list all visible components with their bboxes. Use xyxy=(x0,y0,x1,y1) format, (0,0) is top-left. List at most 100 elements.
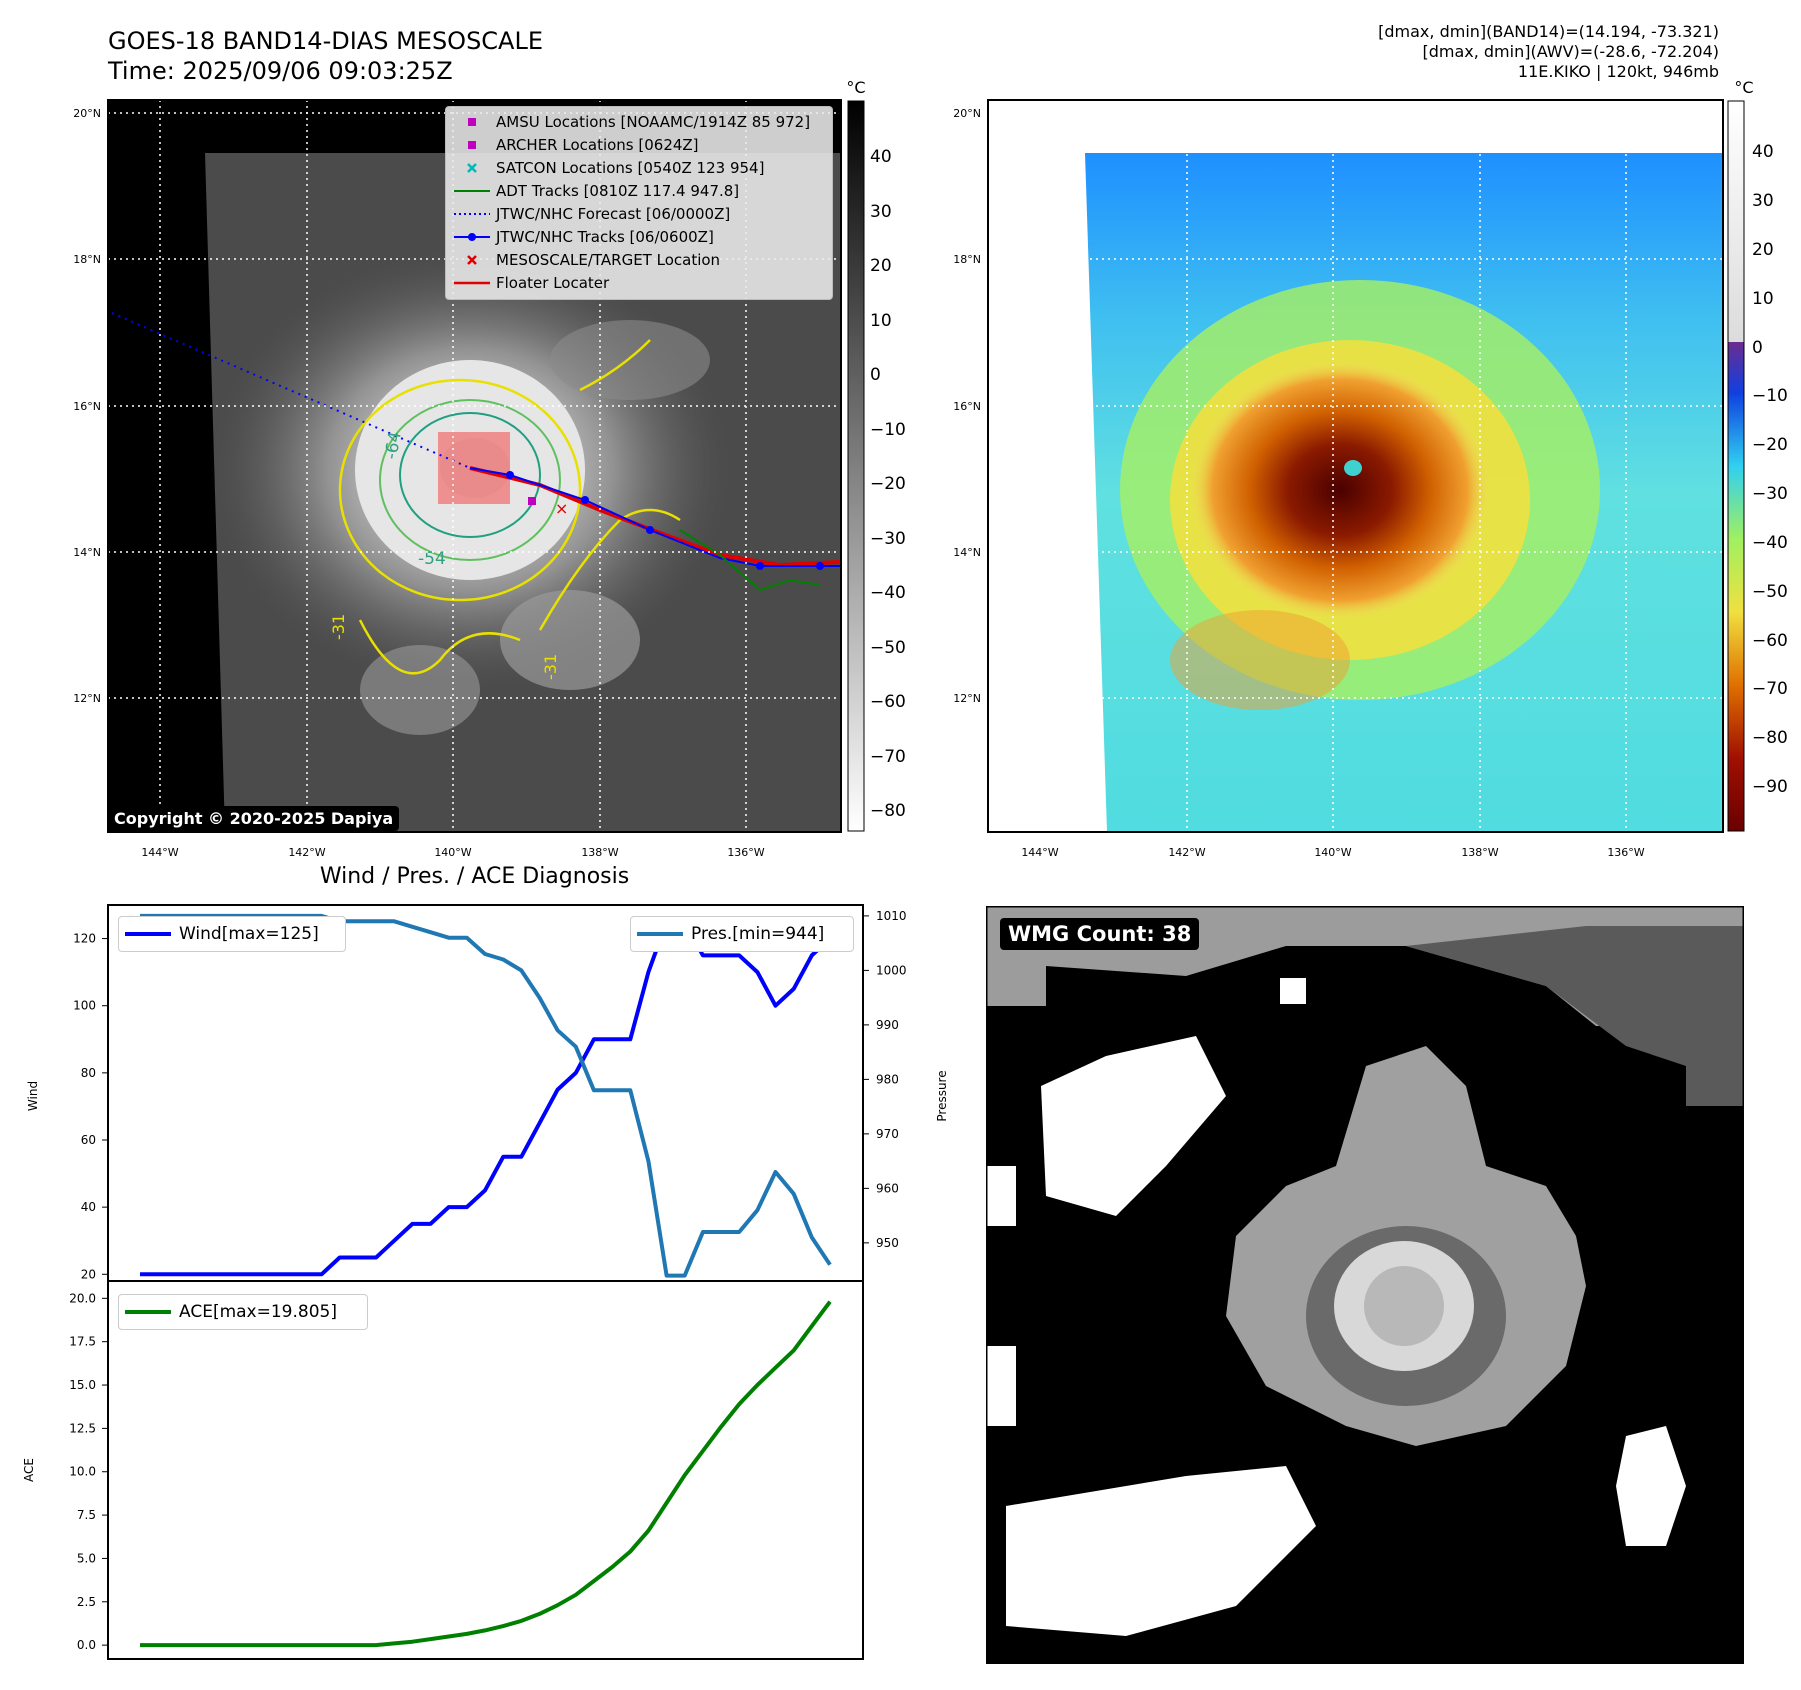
ir-colorbar-unit: °C xyxy=(846,78,865,97)
svg-text:−10: −10 xyxy=(1752,386,1788,406)
svg-text:0: 0 xyxy=(1752,338,1763,358)
svg-text:20°N: 20°N xyxy=(73,107,101,120)
svg-text:10: 10 xyxy=(1752,289,1774,309)
svg-text:40: 40 xyxy=(870,147,892,167)
ace-tick-label: 10.0 xyxy=(69,1465,96,1479)
wind-legend-label: Wind[max=125] xyxy=(179,924,319,944)
stats-block: [dmax, dmin](BAND14)=(14.194, -73.321) [… xyxy=(1378,22,1719,82)
pressure-tick-label: 1010 xyxy=(876,909,907,923)
ace-tick-label: 20.0 xyxy=(69,1291,96,1305)
wind-tick-label: 80 xyxy=(81,1066,96,1080)
wind-pres-frame xyxy=(107,904,864,1282)
svg-text:−60: −60 xyxy=(870,692,906,712)
jtwc-track xyxy=(469,467,840,567)
wmg-count-badge: WMG Count: 38 xyxy=(1000,918,1200,950)
ace-frame xyxy=(107,1280,864,1660)
ir-colorbar xyxy=(847,100,865,832)
svg-text:−20: −20 xyxy=(1752,435,1788,455)
svg-text:16°N: 16°N xyxy=(953,400,981,413)
svg-text:140°W: 140°W xyxy=(1314,846,1351,859)
svg-text:−60: −60 xyxy=(1752,631,1788,651)
contour-label-64: -64 xyxy=(381,430,406,461)
storm-info: 11E.KIKO | 120kt, 946mb xyxy=(1517,62,1719,81)
svg-text:−30: −30 xyxy=(870,529,906,549)
pressure-tick-label: 950 xyxy=(876,1236,899,1250)
diagnosis-chart: Wind Pressure ACE 120 100 80 60 40 20 1010 1000… xyxy=(22,904,949,1660)
svg-text:136°W: 136°W xyxy=(1607,846,1644,859)
svg-text:12°N: 12°N xyxy=(73,692,101,705)
svg-text:136°W: 136°W xyxy=(727,846,764,859)
contour-label-54: -54 xyxy=(418,549,446,569)
wind-tick-label: 20 xyxy=(81,1267,96,1281)
svg-text:20: 20 xyxy=(870,256,892,276)
ace-series-line xyxy=(140,1300,832,1648)
title-line: GOES-18 BAND14-DIAS MESOSCALE xyxy=(108,27,544,55)
ace-legend: ACE[max=19.805] xyxy=(118,1294,368,1330)
wind-tick-label: 100 xyxy=(73,999,96,1013)
awv-colorbar-ticks: 40 30 20 10 0 −10 −20 −30 −40 −50 −60 −7… xyxy=(1752,142,1788,797)
wind-tick-label: 120 xyxy=(73,932,96,946)
svg-text:30: 30 xyxy=(1752,191,1774,211)
svg-text:−40: −40 xyxy=(1752,533,1788,553)
svg-text:−40: −40 xyxy=(870,583,906,603)
wmg-map xyxy=(986,906,1744,1664)
svg-text:14°N: 14°N xyxy=(73,546,101,559)
wind-series-line xyxy=(140,919,832,1277)
wind-legend: Wind[max=125] xyxy=(118,916,346,952)
copyright-label: Copyright © 2020-2025 Dapiya xyxy=(108,806,400,831)
ace-tick-label: 0.0 xyxy=(77,1638,96,1652)
svg-text:−50: −50 xyxy=(870,638,906,658)
svg-text:−30: −30 xyxy=(1752,484,1788,504)
ir-lat-labels: 20°N 18°N 16°N 14°N 12°N xyxy=(73,107,101,705)
svg-text:12°N: 12°N xyxy=(953,692,981,705)
time-line: Time: 2025/09/06 09:03:25Z xyxy=(108,57,453,85)
stats-awv: [dmax, dmin](AWV)=(-28.6, -72.204) xyxy=(1422,42,1719,61)
ace-legend-label: ACE[max=19.805] xyxy=(179,1302,337,1322)
diagnosis-title: Wind / Pres. / ACE Diagnosis xyxy=(319,864,630,889)
awv-colorbar xyxy=(1727,100,1745,832)
awv-lon-labels: 144°W 142°W 140°W 138°W 136°W xyxy=(1021,846,1644,859)
svg-text:10: 10 xyxy=(870,311,892,331)
pressure-tick-label: 970 xyxy=(876,1127,899,1141)
wind-axis-label: Wind xyxy=(26,1081,40,1111)
svg-text:−90: −90 xyxy=(1752,777,1788,797)
svg-text:142°W: 142°W xyxy=(288,846,325,859)
wind-tick-label: 40 xyxy=(81,1200,96,1214)
pressure-axis-label: Pressure xyxy=(935,1070,949,1121)
svg-text:16°N: 16°N xyxy=(73,400,101,413)
ir-map-svg: × -64 -54 -31 -31 20°N 18°N 16°N 14°N 12… xyxy=(73,78,1788,859)
pressure-tick-label: 990 xyxy=(876,1018,899,1032)
ace-tick-label: 5.0 xyxy=(77,1551,96,1565)
svg-text:14°N: 14°N xyxy=(953,546,981,559)
svg-text:20°N: 20°N xyxy=(953,107,981,120)
wind-tick-label: 60 xyxy=(81,1133,96,1147)
adt-track xyxy=(679,529,821,592)
pres-legend-label: Pres.[min=944] xyxy=(691,924,825,944)
archer-marker xyxy=(528,497,536,505)
svg-text:−20: −20 xyxy=(870,474,906,494)
svg-text:140°W: 140°W xyxy=(434,846,471,859)
svg-text:144°W: 144°W xyxy=(141,846,178,859)
pressure-tick-label: 980 xyxy=(876,1072,899,1086)
svg-text:−70: −70 xyxy=(1752,679,1788,699)
svg-text:18°N: 18°N xyxy=(73,253,101,266)
svg-text:−80: −80 xyxy=(870,801,906,821)
svg-text:142°W: 142°W xyxy=(1168,846,1205,859)
stats-band14: [dmax, dmin](BAND14)=(14.194, -73.321) xyxy=(1378,22,1719,41)
svg-text:138°W: 138°W xyxy=(581,846,618,859)
awv-lat-labels: 20°N 18°N 16°N 14°N 12°N xyxy=(953,107,981,705)
ir-lon-labels: 144°W 142°W 140°W 138°W 136°W xyxy=(141,846,764,859)
svg-text:40: 40 xyxy=(1752,142,1774,162)
svg-text:−80: −80 xyxy=(1752,728,1788,748)
ace-axis-label: ACE xyxy=(22,1458,36,1482)
ir-colorbar-ticks: 40 30 20 10 0 −10 −20 −30 −40 −50 −60 −7… xyxy=(870,147,906,821)
svg-text:30: 30 xyxy=(870,202,892,222)
pressure-series-line xyxy=(140,913,832,1278)
figure-title: GOES-18 BAND14-DIAS MESOSCALE Time: 2025… xyxy=(108,26,543,86)
pressure-tick-label: 960 xyxy=(876,1181,899,1195)
svg-text:−50: −50 xyxy=(1752,582,1788,602)
svg-text:138°W: 138°W xyxy=(1461,846,1498,859)
svg-text:−10: −10 xyxy=(870,420,906,440)
ace-tick-label: 15.0 xyxy=(69,1378,96,1392)
awv-colorbar-unit: °C xyxy=(1734,78,1753,97)
